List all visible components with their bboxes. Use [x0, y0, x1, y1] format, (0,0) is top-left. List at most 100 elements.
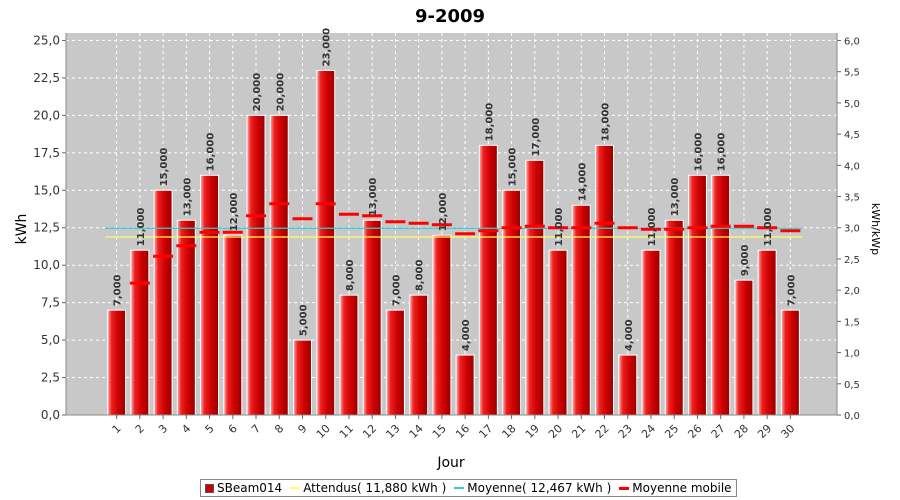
- y-tick-label: 20,0: [33, 108, 60, 122]
- bar-value-label: 15,000: [159, 148, 170, 187]
- bar: [107, 309, 127, 416]
- y-right-tick-label: 0,5: [844, 380, 860, 391]
- x-tick-label: 11: [337, 422, 356, 441]
- x-tick-label: 10: [314, 422, 333, 441]
- y-tick-label: 7,5: [41, 296, 60, 310]
- legend-item-attendus: Attendus( 11,880 kWh ): [290, 481, 446, 495]
- x-tick-label: 13: [383, 422, 402, 441]
- y-axis-right-label: kWh/kWp: [869, 203, 882, 255]
- x-tick-label: 21: [569, 422, 588, 441]
- x-tick-label: 15: [430, 422, 449, 441]
- legend-item-moyenne-mobile: Moyenne mobile: [619, 481, 732, 495]
- y-right-tick-label: 4,5: [844, 130, 860, 141]
- y-right-tick-label: 2,5: [844, 255, 860, 266]
- legend-label-moyenne: Moyenne( 12,467 kWh ): [467, 481, 612, 495]
- y-right-tick-label: 1,0: [844, 349, 860, 360]
- y-right-tick-label: 0,0: [844, 411, 860, 422]
- x-tick-label: 8: [272, 422, 286, 436]
- bar: [455, 354, 475, 416]
- x-axis-label: Jour: [436, 455, 465, 471]
- y-right-tick-label: 4,0: [844, 161, 860, 172]
- bar-value-label: 9,000: [740, 245, 751, 277]
- bar: [176, 219, 196, 416]
- bar: [502, 189, 522, 416]
- bar: [362, 219, 382, 416]
- bar-value-label: 13,000: [182, 178, 193, 217]
- x-tick-label: 22: [593, 422, 612, 441]
- bar-value-label: 11,000: [647, 208, 658, 247]
- y-tick-label: 10,0: [33, 258, 60, 272]
- bar: [711, 174, 731, 416]
- bar: [316, 69, 336, 416]
- bar: [269, 114, 289, 416]
- x-tick-label: 1: [110, 422, 124, 436]
- bar-value-label: 23,000: [322, 28, 333, 67]
- legend-item-sbeam: SBeam014: [205, 481, 282, 495]
- bar: [409, 294, 429, 416]
- bar-value-label: 8,000: [415, 259, 426, 291]
- bar-value-label: 12,000: [438, 193, 449, 232]
- y-tick-label: 25,0: [33, 33, 60, 47]
- bar: [757, 249, 777, 416]
- bar: [432, 234, 452, 416]
- legend-label-moyenne-mobile: Moyenne mobile: [632, 481, 732, 495]
- bar-value-label: 7,000: [391, 274, 402, 306]
- y-right-tick-label: 3,0: [844, 224, 860, 235]
- x-tick-label: 6: [226, 422, 240, 436]
- bar: [618, 354, 638, 416]
- y-right-tick-label: 3,5: [844, 193, 860, 204]
- bar-value-label: 11,000: [763, 208, 774, 247]
- bar: [595, 144, 615, 416]
- x-tick-label: 12: [360, 422, 379, 441]
- y-right-tick-label: 2,0: [844, 286, 860, 297]
- y-tick-label: 2,5: [41, 371, 60, 385]
- bar-value-label: 18,000: [601, 103, 612, 142]
- bar-value-label: 17,000: [531, 118, 542, 157]
- y-tick-label: 0,0: [41, 408, 60, 422]
- bar-value-label: 11,000: [136, 208, 147, 247]
- x-tick-label: 28: [732, 422, 751, 441]
- bar-value-label: 13,000: [670, 178, 681, 217]
- bar: [385, 309, 405, 416]
- bar: [525, 159, 545, 416]
- y-right-tick-label: 5,5: [844, 68, 860, 79]
- x-tick-label: 27: [709, 422, 728, 441]
- x-tick-label: 14: [407, 422, 426, 441]
- x-tick-label: 7: [249, 422, 263, 436]
- bar-value-label: 12,000: [229, 193, 240, 232]
- legend-swatch-attendus: [290, 487, 301, 489]
- y-right-tick-label: 6,0: [844, 36, 860, 47]
- bar-value-label: 14,000: [577, 163, 588, 202]
- bar-value-label: 20,000: [275, 73, 286, 112]
- x-tick-label: 24: [639, 422, 658, 441]
- chart-svg: 9-2009 kWh kWh/kWp Jour 0,02,55,07,510,0…: [14, 6, 882, 471]
- bar-value-label: 18,000: [484, 103, 495, 142]
- bar-value-label: 16,000: [717, 133, 728, 172]
- bar-value-label: 4,000: [624, 319, 635, 351]
- bar: [153, 189, 173, 416]
- x-tick-label: 20: [546, 422, 565, 441]
- bar: [478, 144, 498, 416]
- bar-value-label: 11,000: [554, 208, 565, 247]
- bar-value-label: 5,000: [298, 304, 309, 336]
- bar: [641, 249, 661, 416]
- y-tick-label: 17,5: [33, 146, 60, 160]
- bar: [223, 234, 243, 416]
- bar: [246, 114, 266, 416]
- y-tick-label: 22,5: [33, 71, 60, 85]
- bar-value-label: 13,000: [368, 178, 379, 217]
- bar: [780, 309, 800, 416]
- x-tick-label: 23: [616, 422, 635, 441]
- x-tick-label: 2: [133, 422, 147, 436]
- bar: [200, 174, 220, 416]
- x-tick-label: 4: [179, 422, 193, 436]
- bar-value-label: 8,000: [345, 259, 356, 291]
- legend-swatch-moyenne: [454, 487, 465, 489]
- bar: [292, 339, 312, 416]
- y-right-tick-label: 5,0: [844, 99, 860, 110]
- x-tick-label: 3: [156, 422, 170, 436]
- legend: SBeam014 Attendus( 11,880 kWh ) Moyenne(…: [200, 479, 737, 497]
- legend-item-moyenne: Moyenne( 12,467 kWh ): [454, 481, 611, 495]
- bar-value-label: 7,000: [113, 274, 124, 306]
- y-tick-label: 12,5: [33, 221, 60, 235]
